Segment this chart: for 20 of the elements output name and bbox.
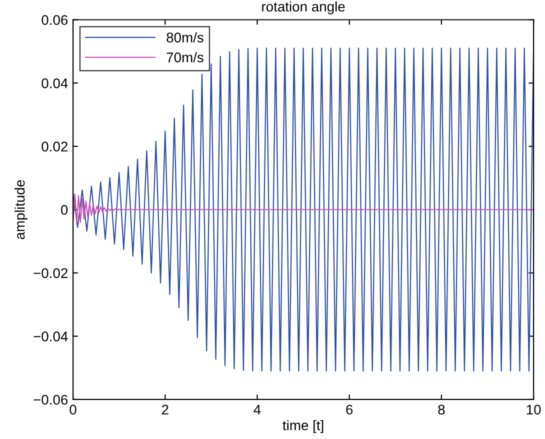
x-tick-label: 8 xyxy=(438,404,445,415)
y-tick-label: 0.06 xyxy=(42,15,68,25)
y-tick-label: −0.04 xyxy=(34,332,68,342)
line-series xyxy=(73,48,534,372)
x-tick-label: 4 xyxy=(254,404,261,414)
x-tick-label: 10 xyxy=(526,404,541,415)
legend-label: 80m/s xyxy=(166,32,204,42)
x-axis-title: time [t] xyxy=(282,420,324,434)
x-tick-label: 0 xyxy=(70,404,76,415)
y-tick-label: 0.02 xyxy=(42,142,68,152)
y-tick-label: 0 xyxy=(60,204,68,215)
y-tick-label: −0.02 xyxy=(34,268,68,278)
y-tick-label: −0.06 xyxy=(34,394,68,405)
y-tick-label: 0.04 xyxy=(42,78,68,88)
legend-label: 70m/s xyxy=(166,52,204,62)
x-tick-label: 2 xyxy=(162,404,168,414)
line-series xyxy=(73,193,534,224)
chart-title: rotation angle xyxy=(262,1,345,14)
x-tick-label: 6 xyxy=(346,404,353,415)
y-axis-title: amplitude xyxy=(14,180,28,240)
